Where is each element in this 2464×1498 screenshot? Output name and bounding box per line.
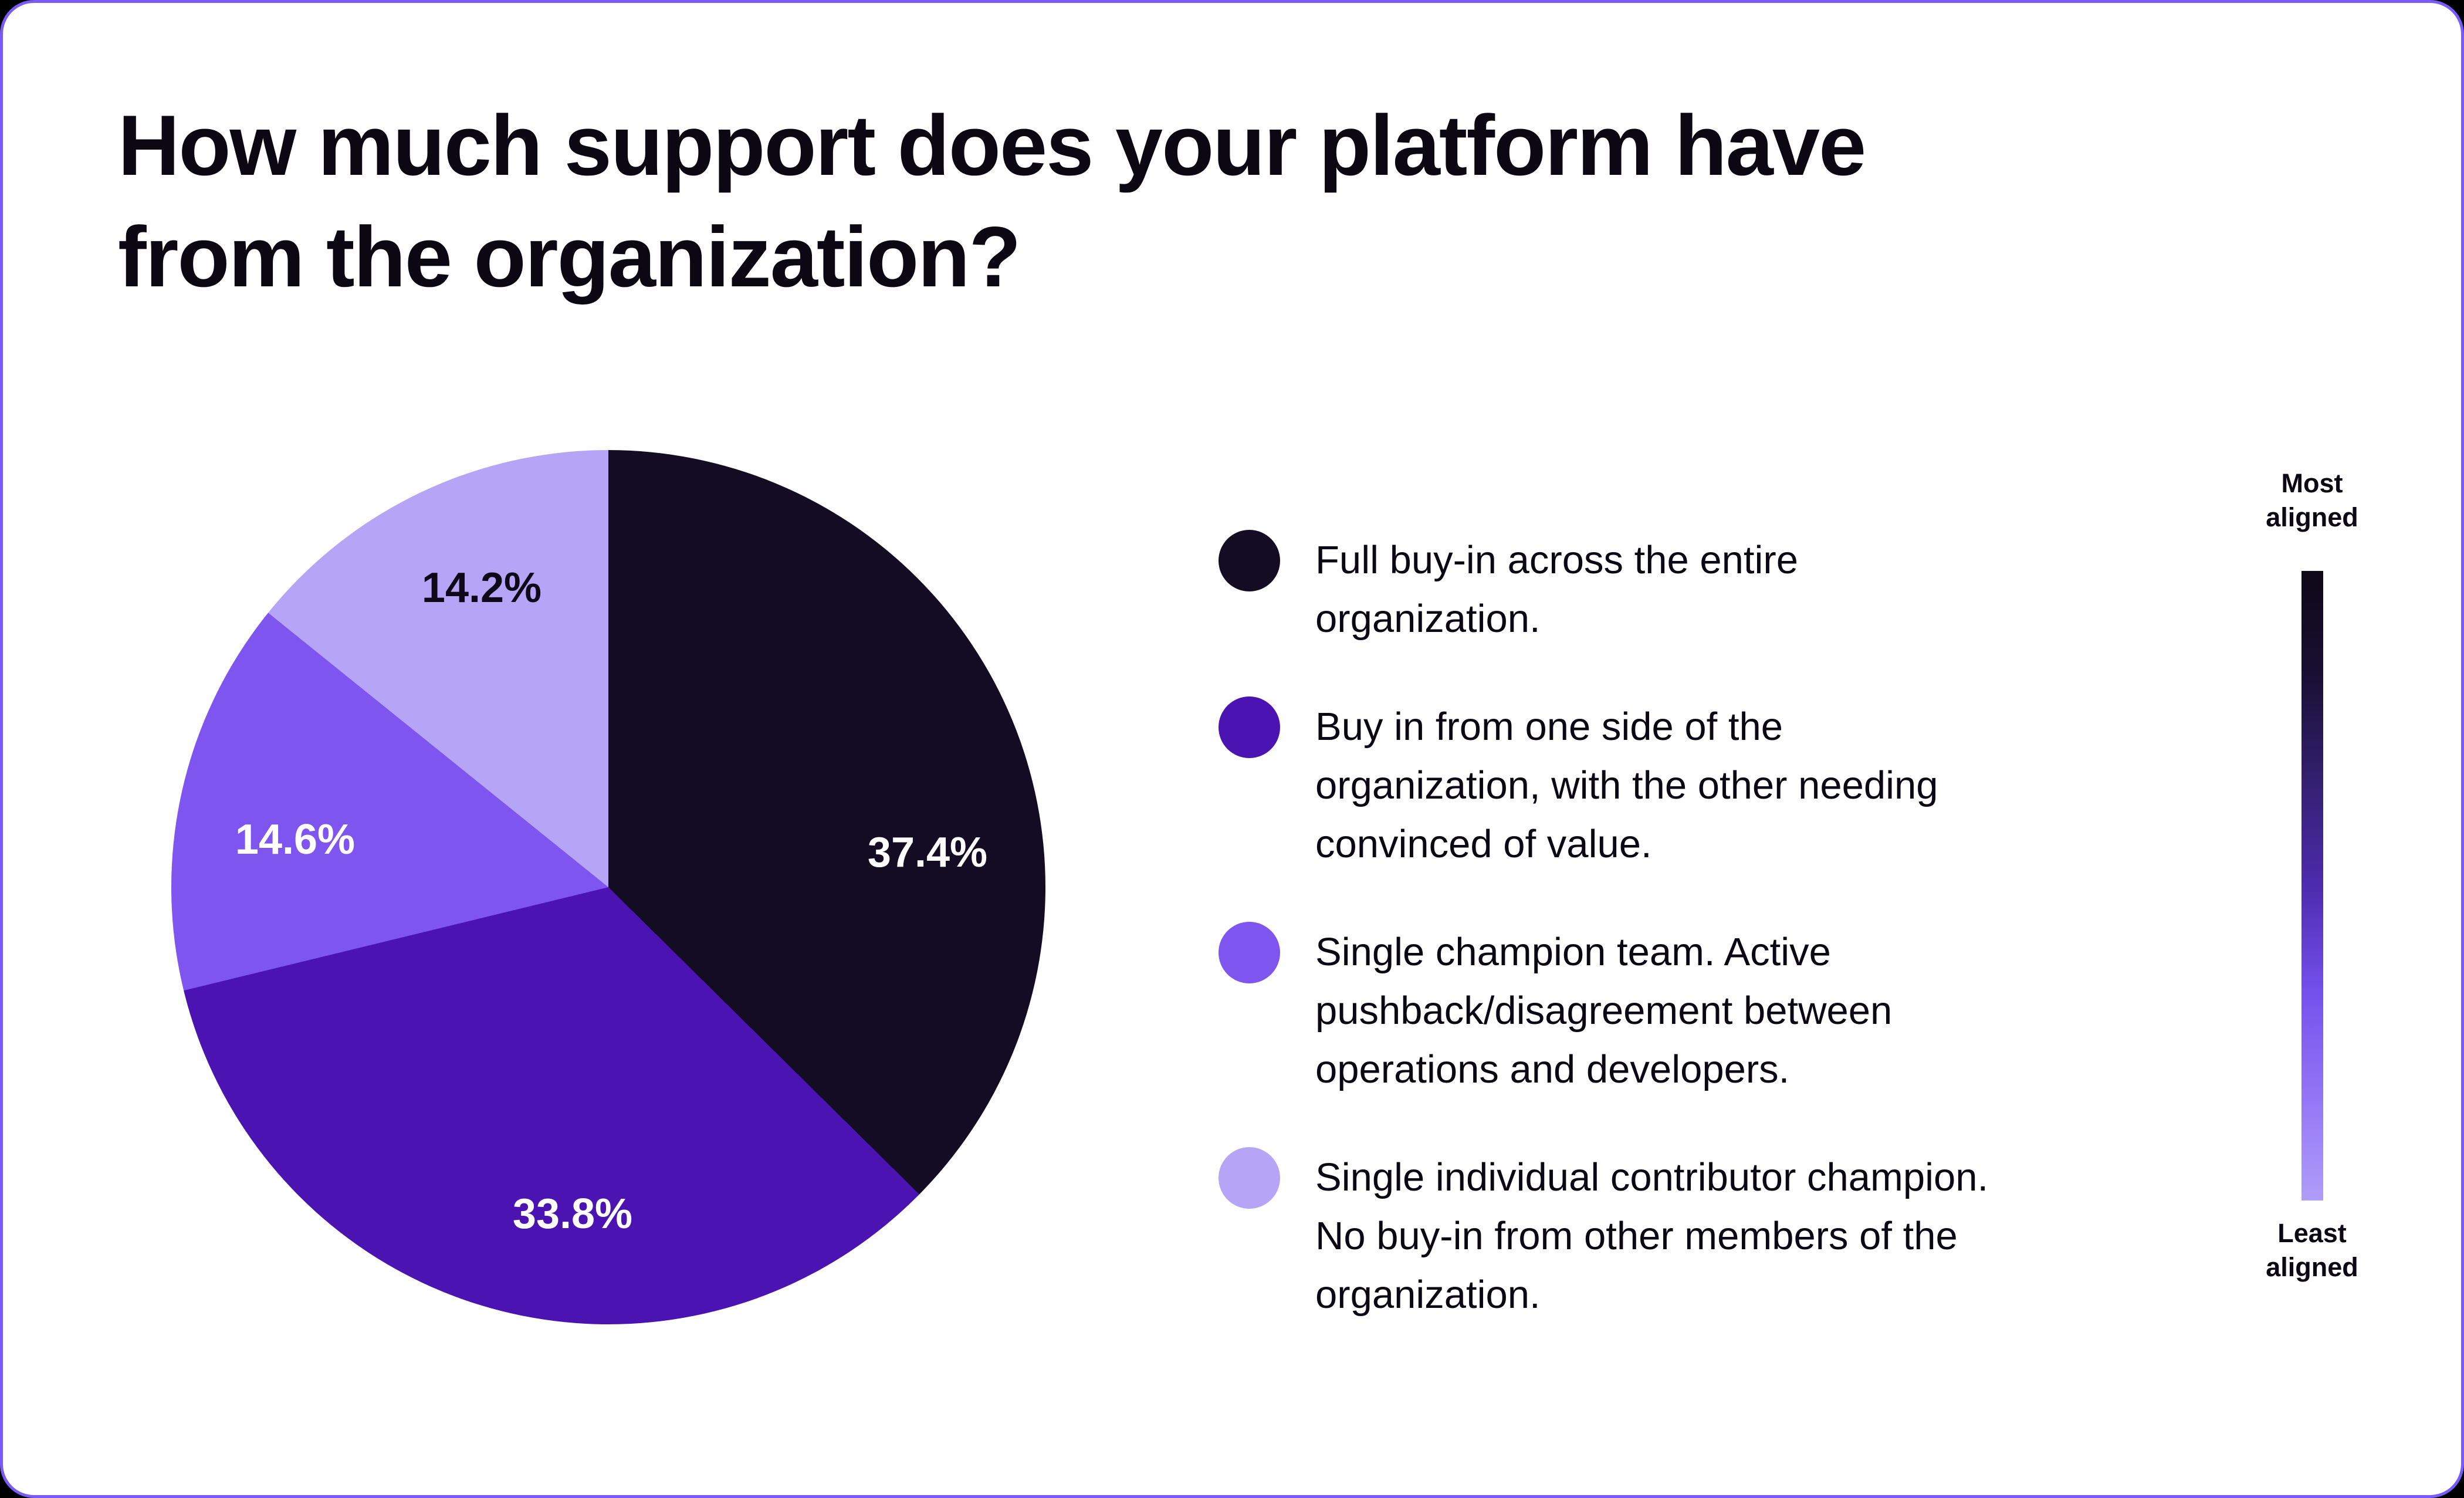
legend-label-full-buy-in: Full buy-in across the entire organizati… xyxy=(1315,538,1798,641)
legend-swatch-single-individual-champion-icon xyxy=(1219,1147,1280,1209)
scale-least-aligned-label: Least aligned xyxy=(2266,1218,2358,1282)
legend-label-one-side-buy-in: Buy in from one side of the organization… xyxy=(1315,705,1938,866)
legend-item-single-individual-champion: Single individual contributor champion. … xyxy=(1219,1147,2099,1324)
pie-slice-value-single-individual-champion: 14.2% xyxy=(421,564,542,611)
legend-swatch-one-side-buy-in-icon xyxy=(1219,696,1280,758)
page-title: How much support does your platform have… xyxy=(118,97,1866,305)
pie-slice-value-one-side-buy-in: 33.8% xyxy=(512,1191,633,1237)
legend-swatch-full-buy-in-icon xyxy=(1219,530,1280,591)
legend: Full buy-in across the entire organizati… xyxy=(1219,530,2099,1324)
legend-item-full-buy-in: Full buy-in across the entire organizati… xyxy=(1219,530,2099,648)
pie-chart: 37.4% 33.8% 14.6% 14.2% xyxy=(171,450,1045,1324)
legend-label-single-individual-champion: Single individual contributor champion. … xyxy=(1315,1155,1989,1317)
legend-swatch-single-champion-team-icon xyxy=(1219,922,1280,983)
pie-slice-value-single-champion-team: 14.6% xyxy=(235,816,356,863)
legend-item-single-champion-team: Single champion team. Active pushback/di… xyxy=(1219,922,2099,1099)
pie-slice-value-full-buy-in: 37.4% xyxy=(867,829,988,876)
alignment-gradient-bar xyxy=(2301,571,2323,1201)
legend-label-single-champion-team: Single champion team. Active pushback/di… xyxy=(1315,930,1893,1091)
legend-item-one-side-buy-in: Buy in from one side of the organization… xyxy=(1219,696,2099,874)
scale-most-aligned-label: Most aligned xyxy=(2266,468,2358,532)
